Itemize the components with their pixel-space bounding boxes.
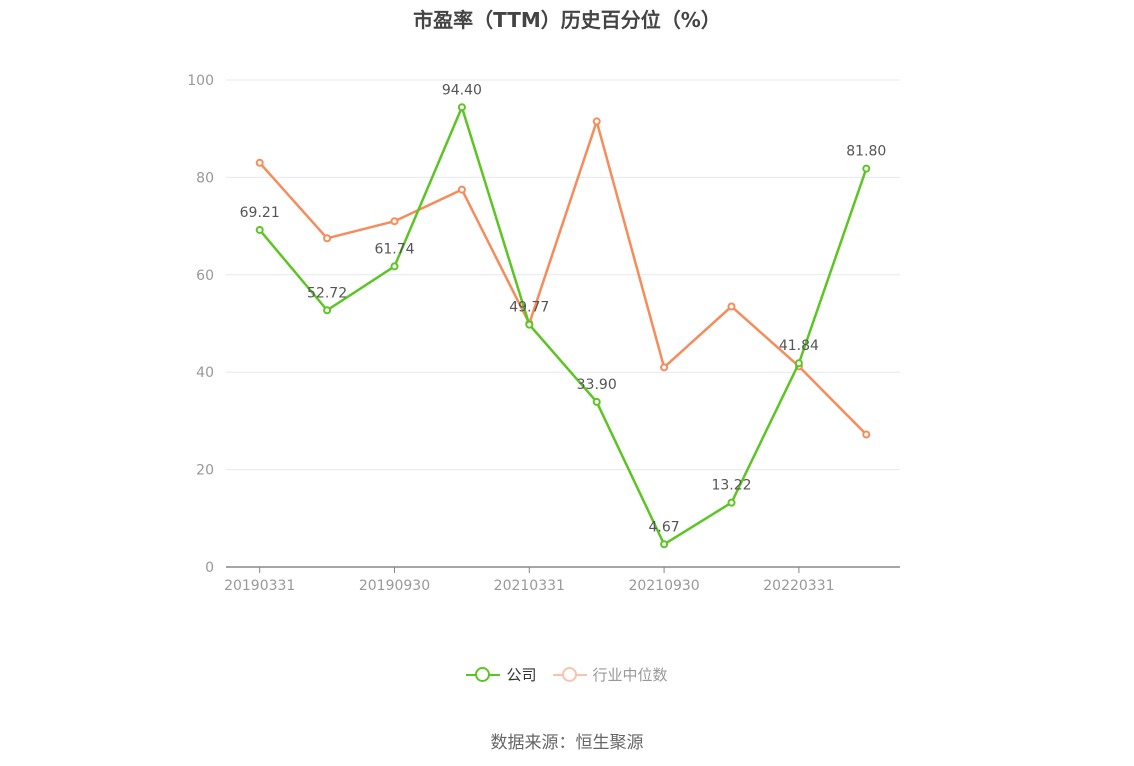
data-point [592,117,601,126]
series-lines [255,103,871,549]
data-point [457,103,466,112]
data-label: 13.22 [711,478,751,494]
data-point [390,217,399,226]
x-tick-label: 20190930 [359,578,430,594]
x-tick-label: 20210930 [628,578,699,594]
data-label: 61.74 [374,241,414,257]
data-point [660,540,669,549]
data-point [525,320,534,329]
y-tick-label: 0 [205,560,214,576]
data-point [660,363,669,372]
y-tick-label: 100 [187,73,214,89]
data-labels: 69.21 52.72 61.74 94.40 49.77 33.90 4.67 13.22 4… [240,82,887,535]
data-point [862,164,871,173]
data-label: 52.72 [307,285,347,301]
data-point [255,158,264,167]
data-point [323,234,332,243]
legend-company-label: 公司 [506,666,537,684]
data-label: 49.77 [509,300,549,316]
data-point [255,225,264,234]
legend: 公司 行业中位数 [0,664,1134,685]
legend-industry-marker-icon [552,666,587,683]
y-tick-label: 80 [196,170,214,186]
x-tick-label: 20190331 [224,578,295,594]
axes: 0 20 40 60 80 100 20190331 20190930 20210331 2021… [187,73,900,594]
data-label: 81.80 [846,144,886,160]
data-label: 33.90 [577,377,617,393]
series-line-1 [258,120,868,436]
data-label: 94.40 [442,82,482,98]
x-tick-label: 20220331 [763,578,834,594]
data-label: 4.67 [649,519,680,535]
data-point [592,397,601,406]
data-label: 69.21 [240,205,280,221]
data-point [390,262,399,271]
data-point [862,430,871,439]
legend-item-industry[interactable]: 行业中位数 [552,664,668,685]
data-point [323,306,332,315]
series-line-0 [258,106,868,546]
data-point [727,302,736,311]
chart-title: 市盈率（TTM）历史百分位（%） [413,8,721,32]
grid-lines [226,79,900,471]
y-tick-label: 20 [196,463,214,479]
y-tick-label: 60 [196,268,214,284]
line-chart: 0 20 40 60 80 100 20190331 20190930 20210331 2021… [187,73,900,594]
legend-company-marker-icon [466,666,501,683]
legend-item-company[interactable]: 公司 [466,664,537,685]
data-point [457,185,466,194]
data-label: 41.84 [779,338,819,354]
y-tick-label: 40 [196,365,214,381]
data-point [727,498,736,507]
data-source: 数据来源：恒生聚源 [490,733,644,753]
x-tick-label: 20210331 [494,578,565,594]
data-point [794,359,803,368]
legend-industry-label: 行业中位数 [592,666,668,684]
